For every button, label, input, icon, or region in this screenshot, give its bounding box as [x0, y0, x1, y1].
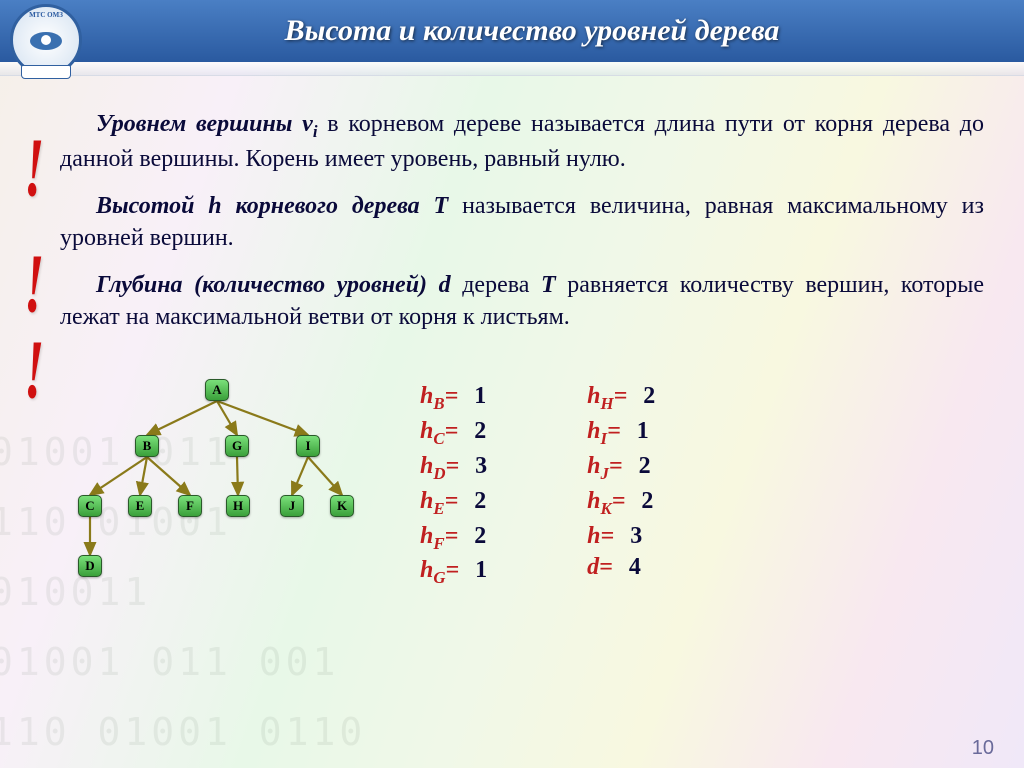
- tree-edge: [308, 457, 342, 495]
- p3-t: T: [541, 272, 556, 298]
- tree-node-F: F: [178, 495, 202, 517]
- tree-edges-svg: [60, 377, 360, 607]
- height-entry: h=3: [587, 523, 655, 550]
- tree-edge: [217, 401, 237, 435]
- logo: МТС ОМЗ: [10, 4, 100, 94]
- height-entry: hD=3: [420, 453, 487, 484]
- tree-edge: [237, 457, 238, 495]
- tree-edge: [217, 401, 308, 435]
- paragraph-3: Глубина (количество уровней) d дерева T …: [60, 269, 984, 334]
- tree-edge: [90, 457, 147, 495]
- tree-diagram: A B G I C E F H J K D: [60, 377, 360, 607]
- heights-col-2: hH=2 hI=1 hJ=2 hK=2 h=3 d=4: [587, 383, 655, 607]
- heights-col-1: hB=1 hC=2 hD=3 hE=2 hF=2hG=1: [420, 383, 487, 607]
- tree-node-J: J: [280, 495, 304, 517]
- tree-edge: [147, 401, 217, 435]
- tree-node-H: H: [226, 495, 250, 517]
- bg-pattern-text: 110 01001 0110: [0, 710, 366, 754]
- height-entry: hC=2: [420, 418, 487, 449]
- bg-pattern-text: 01001 011 001: [0, 640, 339, 684]
- heights-list: hB=1 hC=2 hD=3 hE=2 hF=2hG=1 hH=2 hI=1 hJ=2 hK=…: [420, 377, 655, 607]
- page-title: Высота и количество уровней дерева: [0, 14, 1024, 48]
- content-area: Уровнем вершины vi в корневом дереве наз…: [0, 76, 1024, 367]
- height-entry: hE=2: [420, 488, 487, 519]
- height-entry: hK=2: [587, 488, 655, 519]
- tree-node-G: G: [225, 435, 249, 457]
- header-divider: [0, 62, 1024, 76]
- bottom-section: A B G I C E F H J K D hB=1 hC=2 hD=3 hE=2 hF=2hG=1 hH=…: [0, 367, 1024, 607]
- height-entry: hJ=2: [587, 453, 655, 484]
- height-entry: d=4: [587, 554, 655, 581]
- tree-node-K: K: [330, 495, 354, 517]
- p1-term: Уровнем вершины v: [96, 111, 313, 137]
- tree-node-E: E: [128, 495, 152, 517]
- height-entry: hG=1: [420, 557, 487, 588]
- tree-node-A: A: [205, 379, 229, 401]
- paragraph-1: Уровнем вершины vi в корневом дереве наз…: [60, 108, 984, 176]
- tree-node-I: I: [296, 435, 320, 457]
- logo-text: МТС ОМЗ: [29, 11, 63, 19]
- p2-term: Высотой h корневого дерева T: [96, 193, 448, 219]
- tree-edge: [140, 457, 147, 495]
- exclamation-icon: !: [24, 122, 44, 216]
- exclamation-icon: !: [24, 238, 44, 332]
- exclamation-icon: !: [24, 324, 44, 418]
- tree-node-D: D: [78, 555, 102, 577]
- tree-node-C: C: [78, 495, 102, 517]
- tree-node-B: B: [135, 435, 159, 457]
- p3-term: Глубина (количество уровней) d: [96, 272, 451, 298]
- height-entry: hB=1: [420, 383, 487, 414]
- height-entry: hF=2: [420, 523, 487, 554]
- height-entry: hH=2: [587, 383, 655, 414]
- tree-edge: [147, 457, 190, 495]
- p3-mid: дерева: [451, 272, 541, 298]
- paragraph-2: Высотой h корневого дерева T называется …: [60, 190, 984, 255]
- height-entry: hI=1: [587, 418, 655, 449]
- header-bar: МТС ОМЗ Высота и количество уровней дере…: [0, 0, 1024, 62]
- tree-edge: [292, 457, 308, 495]
- page-number: 10: [972, 737, 994, 760]
